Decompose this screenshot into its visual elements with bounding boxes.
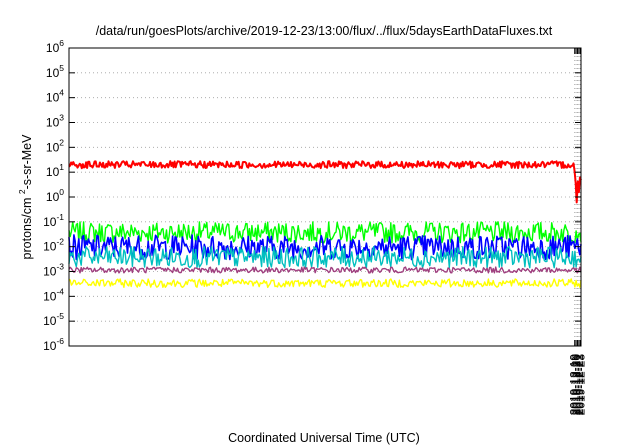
y-axis-label: protons/cm 2-s-sr-MeV — [17, 134, 34, 260]
data-series — [68, 160, 582, 289]
x-tick-label: 2019-12-21 — [570, 354, 584, 416]
y-tick-label: 104 — [46, 88, 64, 105]
x-axis-label: Coordinated Universal Time (UTC) — [228, 431, 420, 445]
x-tick-label: 2019-12-20 — [569, 354, 583, 416]
y-tick-label: 105 — [46, 63, 64, 80]
y-tick-label: 102 — [46, 137, 64, 154]
chart-title: /data/run/goesPlots/archive/2019-12-23/1… — [96, 24, 553, 38]
series-line — [68, 266, 582, 274]
x-tick-label: 2019-12-23 — [573, 354, 587, 416]
y-axis-label-text: protons/cm 2-s-sr-MeV — [17, 134, 34, 260]
series-line — [68, 160, 582, 204]
y-tick-label: 100 — [46, 187, 64, 204]
y-tick-label: 103 — [46, 113, 64, 130]
y-tick-label: 106 — [46, 38, 64, 55]
y-tick-label: 10-2 — [43, 237, 64, 254]
x-tick-label: 2019-12-19 — [568, 354, 582, 416]
series-line — [68, 221, 582, 244]
x-tick-label: 2019-12-22 — [572, 354, 586, 416]
axis-ticks: 10-6 10-5 10-4 10-3 10-2 10-1 100 101 102 103 104 1… — [43, 38, 587, 415]
y-tick-label: 10-1 — [43, 212, 64, 229]
grid — [69, 48, 581, 346]
y-tick-label: 101 — [46, 162, 64, 179]
series-line — [68, 246, 582, 269]
y-tick-label: 10-5 — [43, 311, 64, 328]
series-line — [68, 278, 582, 289]
y-tick-label: 10-6 — [43, 336, 64, 353]
y-tick-label: 10-4 — [43, 286, 64, 303]
y-tick-label: 10-3 — [43, 262, 64, 279]
